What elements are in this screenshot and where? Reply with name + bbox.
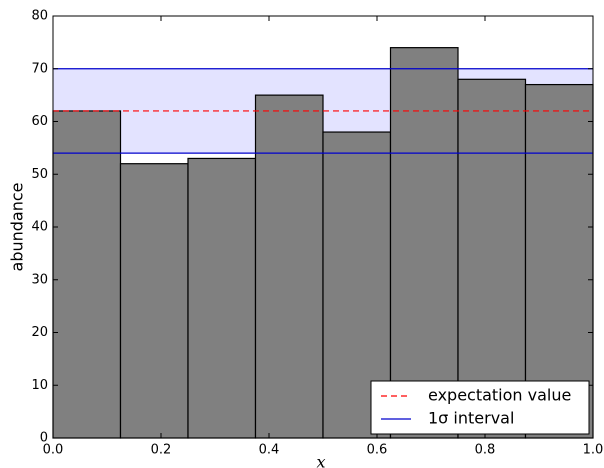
y-tick-label: 20 — [31, 325, 48, 340]
x-tick-label: 1.0 — [583, 443, 604, 458]
legend-label: expectation value — [428, 386, 571, 405]
y-tick-label: 50 — [31, 167, 48, 182]
legend-box — [370, 380, 590, 435]
x-tick-label: 0.4 — [259, 443, 280, 458]
y-tick-label: 40 — [31, 220, 48, 235]
x-tick-label: 0.0 — [43, 443, 64, 458]
bar — [52, 110, 122, 439]
bar — [254, 94, 324, 439]
y-tick-label: 70 — [31, 61, 48, 76]
bar — [187, 157, 257, 439]
bar — [119, 163, 189, 439]
y-axis-label: abundance — [8, 183, 27, 272]
y-tick-label: 10 — [31, 378, 48, 393]
bar — [524, 83, 594, 439]
x-tick-label: 0.6 — [367, 443, 388, 458]
bar — [389, 47, 459, 439]
x-axis-label: x — [316, 453, 325, 468]
legend-label: 1σ interval — [428, 409, 514, 428]
x-tick-label: 0.8 — [475, 443, 496, 458]
bar — [457, 78, 527, 439]
y-tick-label: 30 — [31, 272, 48, 287]
y-tick-label: 0 — [40, 431, 48, 446]
y-tick-label: 60 — [31, 114, 48, 129]
x-tick-label: 0.2 — [151, 443, 172, 458]
y-tick-label: 80 — [31, 9, 48, 24]
